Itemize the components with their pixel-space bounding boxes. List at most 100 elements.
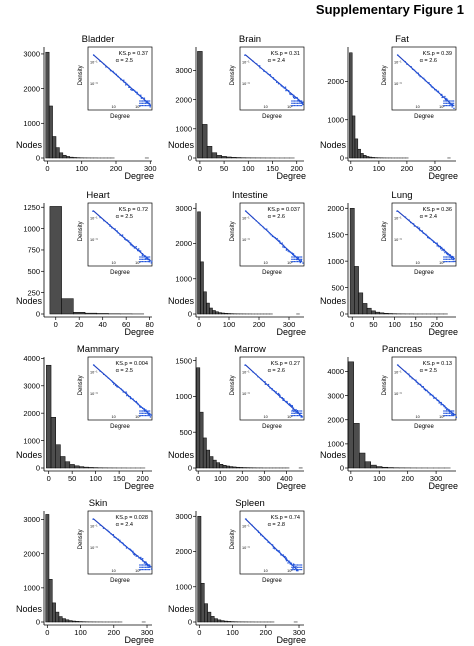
x-axis-label: Degree — [124, 171, 154, 181]
y-tick-label: 1000 — [23, 436, 40, 445]
data-point — [421, 386, 423, 388]
data-point — [299, 261, 301, 263]
inset-x-label: Degree — [262, 424, 282, 430]
data-point — [146, 564, 149, 567]
data-point — [294, 100, 296, 102]
data-point — [146, 105, 148, 107]
data-point — [292, 102, 294, 104]
data-point — [140, 556, 142, 559]
data-point — [451, 414, 453, 416]
data-point — [296, 415, 299, 417]
data-point — [142, 410, 144, 412]
data-point — [427, 82, 429, 84]
data-point — [301, 415, 303, 417]
data-point — [279, 241, 281, 243]
histogram-bar — [359, 452, 366, 469]
data-point — [413, 69, 416, 71]
data-point — [299, 564, 301, 566]
inset-alpha-label: α = 2.5 — [116, 214, 133, 220]
data-point — [244, 364, 246, 366]
data-point — [435, 242, 437, 244]
data-point — [144, 255, 147, 257]
y-tick-label: 0 — [36, 464, 40, 473]
data-point — [126, 239, 128, 241]
histogram-bar — [48, 579, 53, 623]
data-point — [132, 550, 134, 552]
data-point — [444, 410, 446, 412]
y-tick-label: 3000 — [327, 391, 344, 400]
data-point — [108, 67, 110, 70]
data-point — [146, 415, 148, 417]
data-point — [292, 566, 294, 568]
data-point — [268, 541, 270, 544]
data-point — [144, 261, 147, 263]
data-point — [298, 566, 300, 568]
y-tick-label: 0 — [188, 310, 192, 319]
data-point — [294, 569, 296, 571]
inset-y-tick: 10⁻¹ — [394, 60, 402, 64]
y-tick-label: 1000 — [175, 274, 192, 283]
data-point — [295, 102, 297, 104]
data-point — [144, 569, 147, 571]
data-point — [129, 548, 131, 550]
data-point — [447, 408, 449, 410]
data-point — [269, 233, 271, 235]
data-point — [151, 260, 153, 262]
data-point — [144, 566, 147, 568]
data-point — [397, 364, 399, 366]
data-point — [453, 100, 455, 102]
data-point — [142, 560, 144, 562]
data-point — [105, 375, 108, 377]
histogram-bar — [69, 156, 74, 159]
data-point — [133, 247, 136, 249]
data-point — [444, 256, 446, 258]
data-point — [291, 405, 294, 408]
inset-y-label: Density — [382, 375, 388, 395]
inset-y-tick: 10⁻³ — [90, 392, 98, 396]
inset-x-tick: 10² — [135, 415, 141, 419]
data-point — [442, 96, 444, 98]
data-point — [291, 569, 293, 571]
histogram-bar — [226, 156, 232, 159]
data-point — [446, 258, 448, 260]
inset-plot: KS.p = 0.36α = 2.4 Density Degree 10 10² 10⁻¹… — [382, 202, 457, 276]
inset-x-tick: 10 — [263, 569, 267, 573]
data-point — [143, 566, 145, 568]
data-point — [264, 381, 266, 383]
inset-ks-label: KS.p = 0.39 — [423, 51, 452, 57]
histogram-bar — [52, 602, 56, 623]
data-point — [143, 255, 146, 257]
data-point — [413, 225, 416, 227]
inset-y-label: Density — [78, 221, 84, 241]
data-point — [295, 105, 297, 107]
data-point — [295, 258, 297, 260]
y-tick-label: 0 — [340, 310, 344, 319]
data-point — [446, 415, 448, 417]
data-point — [119, 234, 121, 236]
data-point — [117, 538, 120, 540]
data-point — [261, 535, 264, 537]
data-point — [149, 261, 151, 263]
data-point — [105, 66, 107, 68]
data-point — [147, 258, 149, 260]
data-point — [450, 105, 452, 107]
data-point — [245, 518, 247, 520]
data-point — [255, 220, 257, 222]
data-point — [129, 397, 132, 400]
data-point — [443, 258, 445, 260]
histogram-bar — [96, 313, 109, 315]
data-point — [244, 54, 246, 56]
chart-title: Heart — [86, 190, 110, 201]
inset-x-tick: 10² — [287, 261, 293, 265]
data-point — [446, 412, 448, 414]
data-point — [301, 566, 303, 568]
data-point — [266, 539, 268, 541]
data-point — [291, 261, 293, 263]
data-point — [284, 86, 287, 88]
histogram-bar — [214, 618, 218, 623]
inset-y-tick: 10⁻¹ — [242, 216, 250, 220]
data-point — [147, 415, 149, 417]
data-point — [145, 101, 147, 103]
data-point — [444, 415, 446, 417]
y-tick-label: 3000 — [23, 381, 40, 390]
